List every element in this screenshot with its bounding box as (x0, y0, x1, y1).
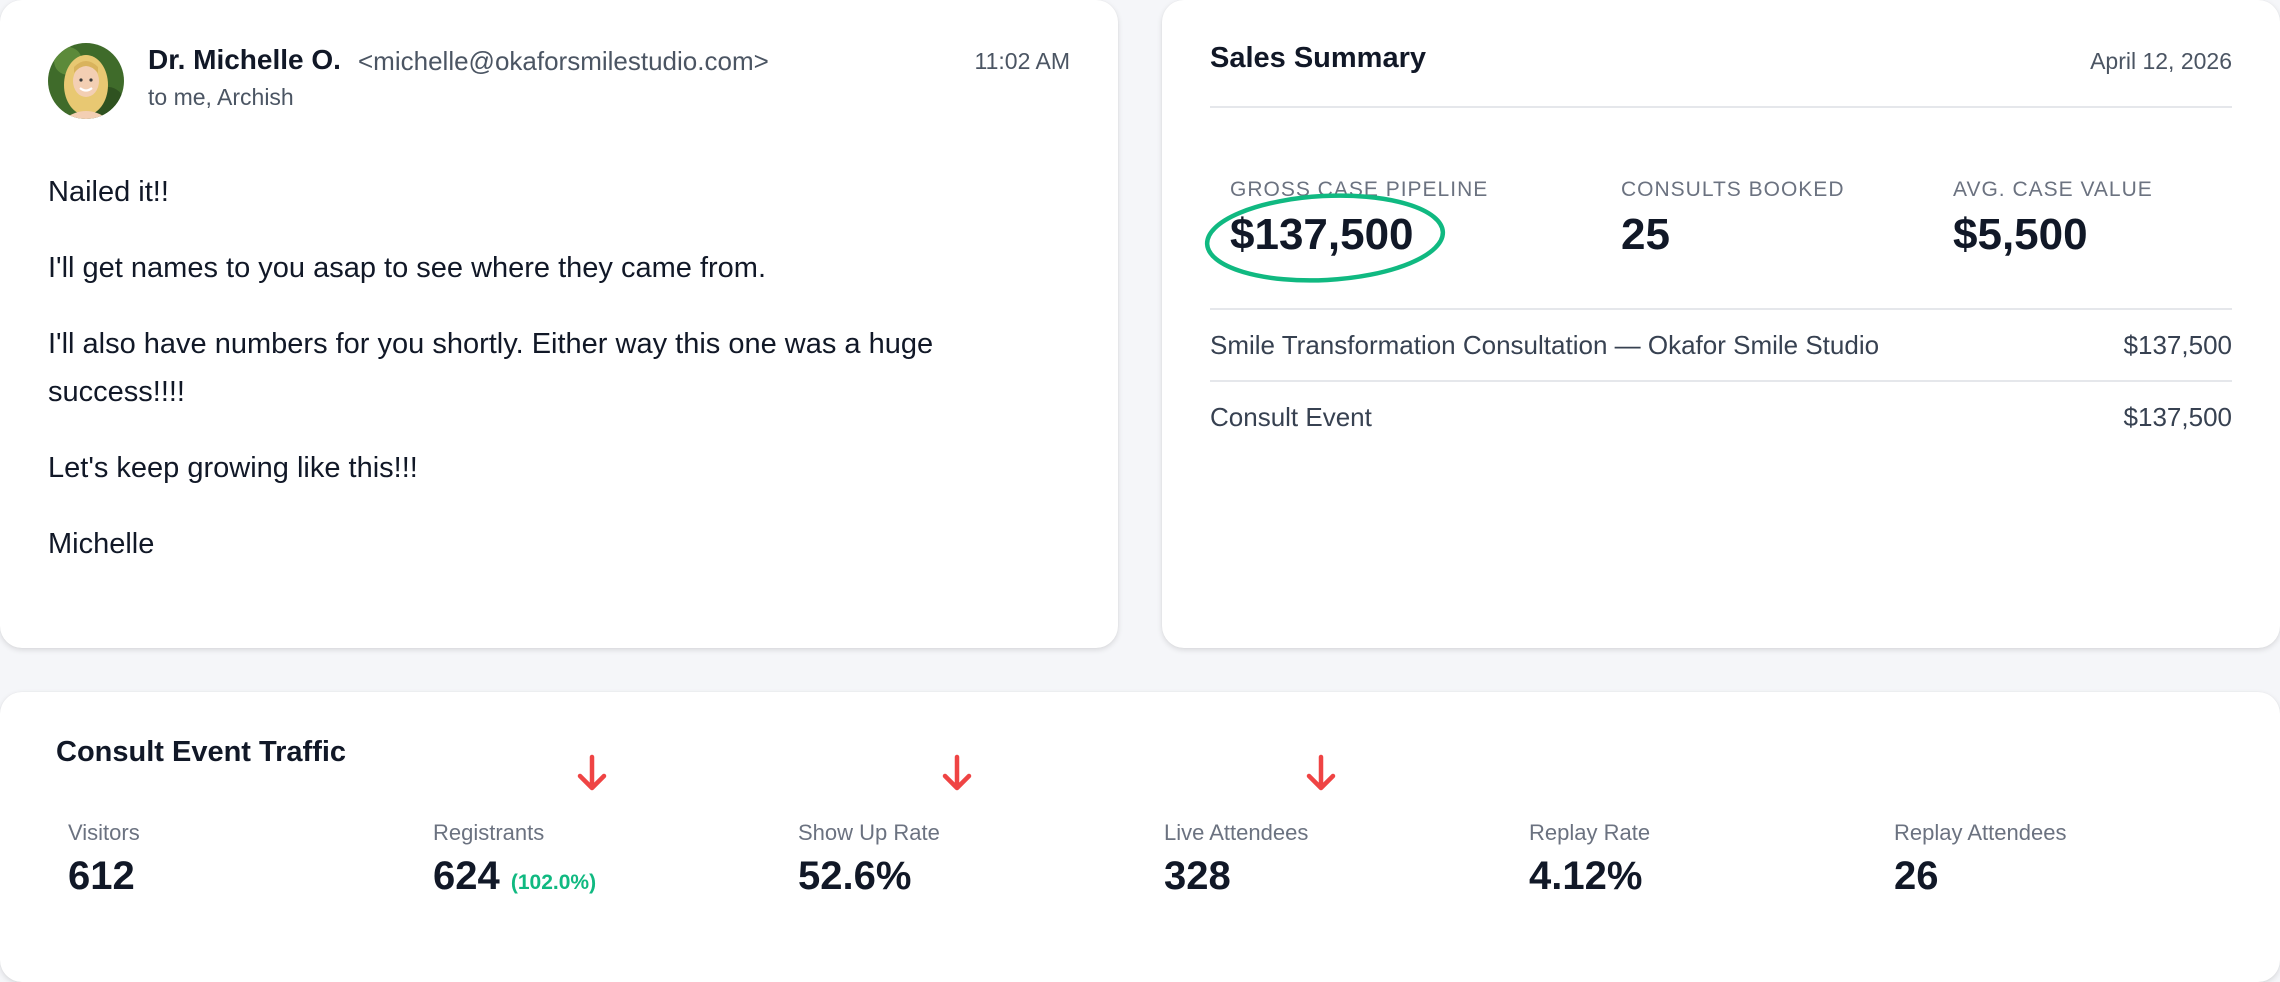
traffic-metric-value-row: 624 (102.0%) (433, 854, 596, 899)
traffic-metric-live-attendees: Live Attendees 328 (1164, 820, 1308, 899)
line-item-amount: $137,500 (2123, 402, 2232, 432)
sender-avatar[interactable] (48, 43, 124, 119)
traffic-metric-value: 4.12% (1529, 854, 1643, 898)
line-item-name: Consult Event (1210, 402, 1372, 432)
registrants-percentage: (102.0%) (510, 871, 597, 894)
traffic-metric-value: 612 (68, 854, 135, 898)
metric-label-avg-case-value: AVG. CASE VALUE (1953, 178, 2153, 201)
traffic-metric-label: Visitors (68, 820, 140, 845)
traffic-metric-label: Replay Attendees (1894, 820, 2067, 845)
email-timestamp: 11:02 AM (974, 48, 1070, 74)
arrow-down-icon (1306, 754, 1336, 791)
traffic-metric-label: Replay Rate (1529, 820, 1651, 845)
traffic-metric-label: Show Up Rate (798, 820, 940, 845)
metric-value-consults-booked: 25 (1621, 210, 1670, 259)
email-paragraph: I'll get names to you asap to see where … (48, 252, 767, 284)
line-item-amount: $137,500 (2123, 330, 2232, 360)
traffic-metric-value: 328 (1164, 854, 1231, 898)
traffic-metric-show-up-rate: Show Up Rate 52.6% (798, 820, 940, 899)
header-divider (1210, 106, 2232, 108)
email-body: Nailed it!! I'll get names to you asap t… (48, 168, 1048, 596)
metric-value-avg-case-value: $5,500 (1953, 210, 2088, 259)
sender-name: Dr. Michelle O. (148, 44, 341, 75)
traffic-metric-value: 26 (1894, 854, 1939, 898)
email-paragraph: Let's keep growing like this!!! (48, 452, 418, 484)
traffic-metric-registrants: Registrants 624 (102.0%) (433, 820, 596, 899)
traffic-metric-replay-attendees: Replay Attendees 26 (1894, 820, 2066, 899)
email-signature: Michelle (48, 528, 155, 560)
email-paragraph: I'll also have numbers for you shortly. … (48, 328, 934, 408)
email-card: Dr. Michelle O. <michelle@okaforsmilestu… (0, 0, 1118, 648)
highlight-circle-annotation (1204, 193, 1446, 283)
email-paragraph: Nailed it!! (48, 176, 169, 208)
metric-value-gross-pipeline: $137,500 (1230, 210, 1414, 259)
metric-label-gross-pipeline: GROSS CASE PIPELINE (1230, 178, 1489, 201)
sender-email: <michelle@okaforsmilestudio.com> (358, 46, 769, 76)
line-item-divider (1210, 380, 2232, 382)
traffic-metric-replay-rate: Replay Rate 4.12% (1529, 820, 1650, 899)
metrics-divider (1210, 308, 2232, 310)
arrow-down-icon (577, 754, 607, 791)
arrow-down-icon (942, 754, 972, 791)
traffic-metric-label: Live Attendees (1164, 820, 1309, 845)
line-item: Smile Transformation Consultation — Okaf… (1210, 330, 2232, 361)
line-item: Consult Event $137,500 (1210, 402, 2232, 433)
sales-summary-card: Sales Summary April 12, 2026 GROSS CASE … (1162, 0, 2280, 648)
consult-event-traffic-card: Consult Event Traffic Visitors 612 Regis… (0, 692, 2280, 982)
sales-summary-date: April 12, 2026 (2090, 48, 2232, 74)
metric-label-consults-booked: CONSULTS BOOKED (1621, 178, 1845, 201)
traffic-title: Consult Event Traffic (56, 736, 347, 768)
sales-summary-title: Sales Summary (1210, 42, 1427, 74)
line-item-name: Smile Transformation Consultation — Okaf… (1210, 330, 1880, 360)
email-recipients[interactable]: to me, Archish (148, 84, 294, 110)
traffic-metric-value: 624 (433, 854, 500, 898)
traffic-metric-label: Registrants (433, 820, 545, 845)
traffic-metric-value: 52.6% (798, 854, 912, 898)
traffic-metric-visitors: Visitors 612 (68, 820, 140, 899)
